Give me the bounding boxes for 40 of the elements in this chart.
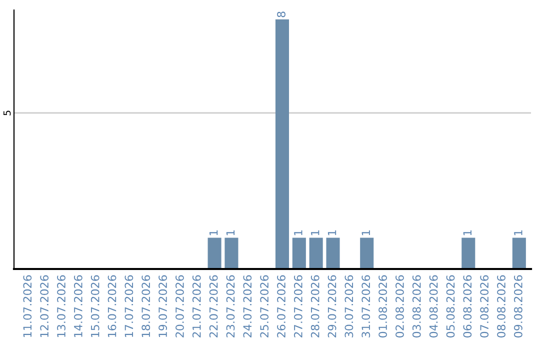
x-tick-label: 15.07.2026	[90, 275, 100, 337]
data-label: 1	[514, 230, 522, 236]
x-tick-label: 19.07.2026	[158, 275, 167, 337]
y-tick-label: 5	[4, 110, 11, 116]
x-tick-label: 04.08.2026	[429, 275, 438, 338]
x-tick-label: 25.07.2026	[260, 275, 269, 338]
x-tick-label: 11.07.2026	[23, 275, 32, 337]
x-tick-label: 27.07.2026	[294, 275, 302, 338]
x-tick-label: 17.07.2026	[124, 275, 134, 337]
data-label: 1	[226, 230, 235, 236]
x-tick-label: 05.08.2026	[446, 275, 455, 338]
x-tick-label: 12.07.2026	[40, 275, 49, 337]
x-tick-label: 31.07.2026	[362, 275, 370, 338]
x-tick-label: 16.07.2026	[108, 275, 116, 337]
x-tick-label: 01.08.2026	[378, 275, 387, 338]
x-tick-label: 03.08.2026	[412, 275, 421, 338]
x-tick-label: 20.07.2026	[176, 275, 184, 338]
x-tick-label: 14.07.2026	[74, 275, 82, 337]
x-tick-label: 18.07.2026	[142, 275, 150, 337]
x-tick-label: 13.07.2026	[57, 275, 66, 337]
x-tick-label: 09.08.2026	[514, 275, 522, 338]
x-tick-label: 07.08.2026	[480, 275, 489, 338]
x-tick-label: 26.07.2026	[277, 275, 286, 338]
data-label: 8	[277, 12, 286, 18]
data-label: 1	[463, 230, 472, 236]
x-tick-label: 22.07.2026	[209, 275, 218, 338]
data-label: 1	[210, 230, 218, 236]
x-tick-label: 21.07.2026	[192, 275, 201, 338]
x-tick-label: 29.07.2026	[328, 275, 336, 338]
x-tick-label: 06.08.2026	[463, 275, 472, 338]
data-label: 1	[294, 230, 302, 236]
x-tick-label: 30.07.2026	[344, 275, 354, 338]
data-label: 1	[311, 230, 320, 236]
x-tick-label: 28.07.2026	[310, 275, 320, 338]
x-tick-label: 08.08.2026	[497, 275, 506, 338]
data-label: 1	[362, 230, 370, 236]
x-tick-label: 02.08.2026	[396, 275, 404, 338]
x-tick-label: 24.07.2026	[243, 275, 252, 338]
data-label: 1	[328, 230, 336, 236]
x-tick-label: 23.07.2026	[226, 275, 235, 338]
